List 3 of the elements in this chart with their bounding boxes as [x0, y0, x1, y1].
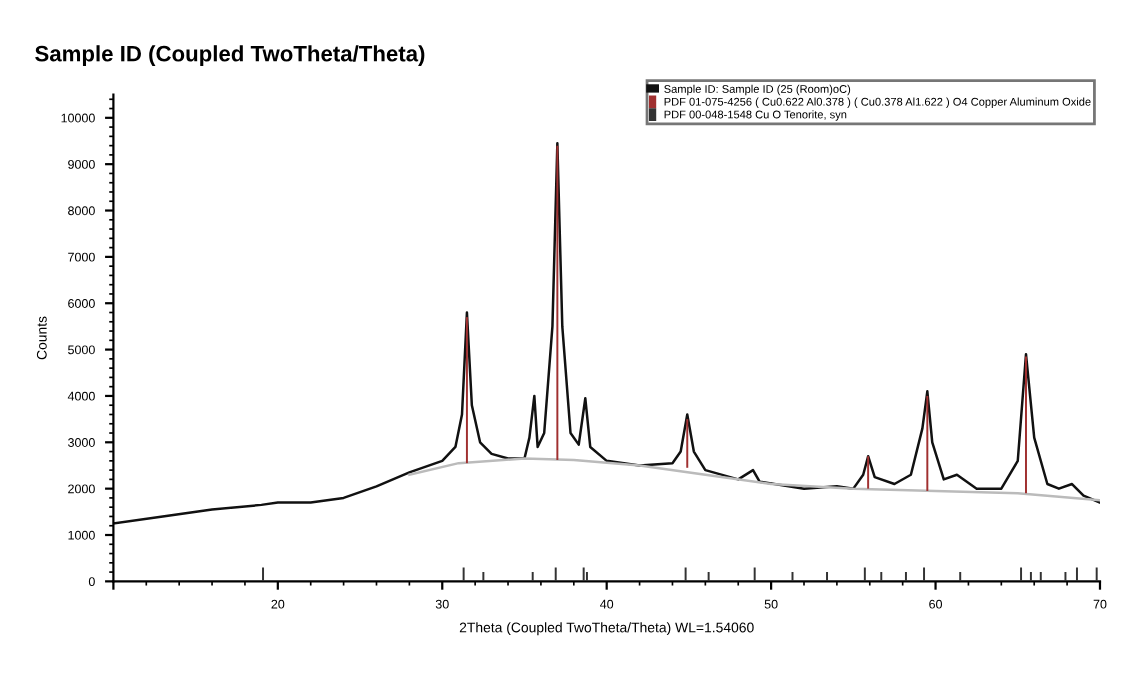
- chart-title: Sample ID (Coupled TwoTheta/Theta): [35, 45, 425, 66]
- line-series: [408, 457, 1100, 502]
- line-series: [113, 142, 1100, 525]
